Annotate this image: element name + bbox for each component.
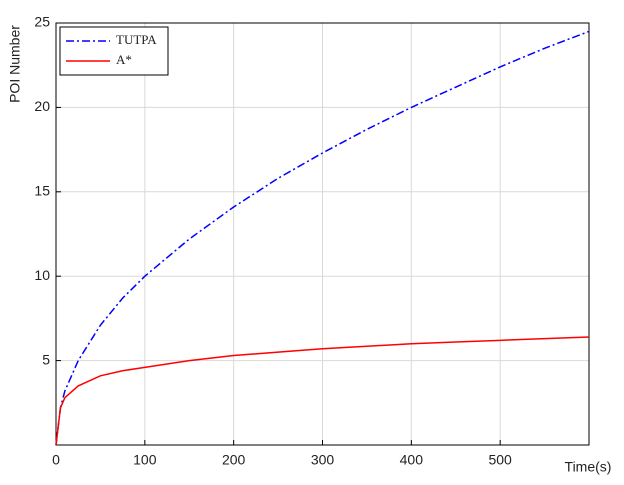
y-tick-label: 10 [34, 267, 50, 283]
y-tick-label: 25 [34, 14, 50, 30]
x-axis-label: Time(s) [565, 459, 612, 475]
x-tick-label: 400 [400, 452, 424, 468]
legend-label: TUTPA [116, 32, 157, 47]
series-line [55, 336, 590, 446]
x-tick-label: 0 [52, 452, 60, 468]
x-tick-label: 300 [311, 452, 335, 468]
plot-frame [55, 22, 590, 446]
legend-label: A* [116, 52, 132, 67]
x-tick-label: 100 [133, 452, 157, 468]
y-tick-label: 5 [42, 351, 50, 367]
legend-box [59, 26, 169, 76]
x-tick-label: 200 [222, 452, 246, 468]
x-tick-label: 500 [488, 452, 512, 468]
series-line [55, 30, 590, 446]
y-tick-label: 20 [34, 98, 50, 114]
y-axis-label: POI Number [7, 25, 23, 103]
y-tick-label: 15 [34, 183, 50, 199]
